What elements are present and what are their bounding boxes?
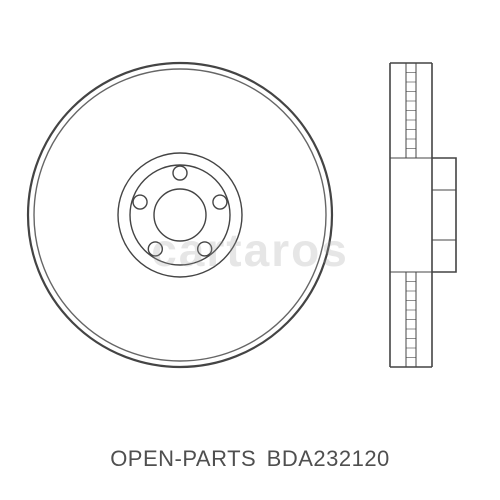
brand-label: OPEN-PARTS <box>110 446 262 472</box>
caption-bar: OPEN-PARTS BDA232120 <box>0 446 500 472</box>
part-number-label: BDA232120 <box>267 446 390 472</box>
drawing-svg <box>10 40 490 400</box>
technical-drawing <box>10 40 490 400</box>
product-figure: cartaros OPEN-PARTS BDA232120 <box>0 0 500 500</box>
